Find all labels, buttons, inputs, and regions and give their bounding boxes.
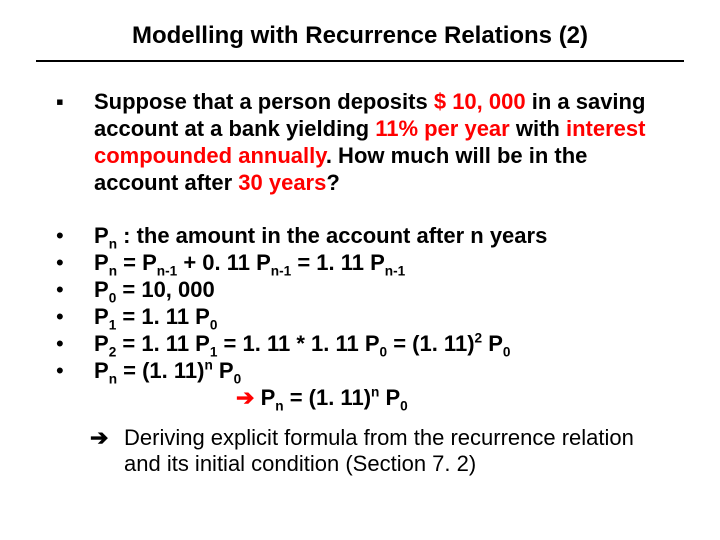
amount: $ 10, 000 (434, 89, 526, 114)
dot-bullet: • (56, 330, 94, 357)
dot-bullet: • (56, 357, 94, 384)
list-item: • Pn = Pn-1 + 0. 11 Pn-1 = 1. 11 Pn-1 (56, 249, 676, 276)
item-text: P0 = 10, 000 (94, 276, 215, 303)
item-text: P1 = 1. 11 P0 (94, 303, 217, 330)
list-item: • Pn : the amount in the account after n… (56, 222, 676, 249)
derivation-text: Deriving explicit formula from the recur… (124, 425, 676, 477)
list-item: • Pn = (1. 11)n P0 (56, 357, 676, 384)
title-underline (36, 60, 684, 62)
slide-title: Modelling with Recurrence Relations (2) (36, 22, 684, 60)
square-bullet: ▪ (56, 88, 94, 196)
intro-paragraph: ▪ Suppose that a person deposits $ 10, 0… (36, 88, 684, 196)
arrow-icon: ➔ (236, 385, 254, 410)
item-text: P2 = 1. 11 P1 = 1. 11 * 1. 11 P0 = (1. 1… (94, 330, 510, 357)
list-item: • P0 = 10, 000 (56, 276, 676, 303)
dot-bullet: • (56, 249, 94, 276)
dot-bullet: • (56, 276, 94, 303)
item-text: Pn = Pn-1 + 0. 11 Pn-1 = 1. 11 Pn-1 (94, 249, 405, 276)
conclusion-line: ➔ Pn = (1. 11)n P0 (36, 384, 684, 411)
derivation-note: ➔ Deriving explicit formula from the rec… (36, 425, 684, 477)
item-text: Pn : the amount in the account after n y… (94, 222, 547, 249)
dot-bullet: • (56, 222, 94, 249)
dot-bullet: • (56, 303, 94, 330)
list-item: • P1 = 1. 11 P0 (56, 303, 676, 330)
item-text: Pn = (1. 11)n P0 (94, 357, 241, 384)
rate: 11% per year (375, 116, 510, 141)
arrow-icon: ➔ (90, 425, 124, 477)
intro-text: Suppose that a person deposits $ 10, 000… (94, 88, 676, 196)
years: 30 years (238, 170, 326, 195)
list-item: • P2 = 1. 11 P1 = 1. 11 * 1. 11 P0 = (1.… (56, 330, 676, 357)
bullet-list: • Pn : the amount in the account after n… (36, 222, 684, 384)
